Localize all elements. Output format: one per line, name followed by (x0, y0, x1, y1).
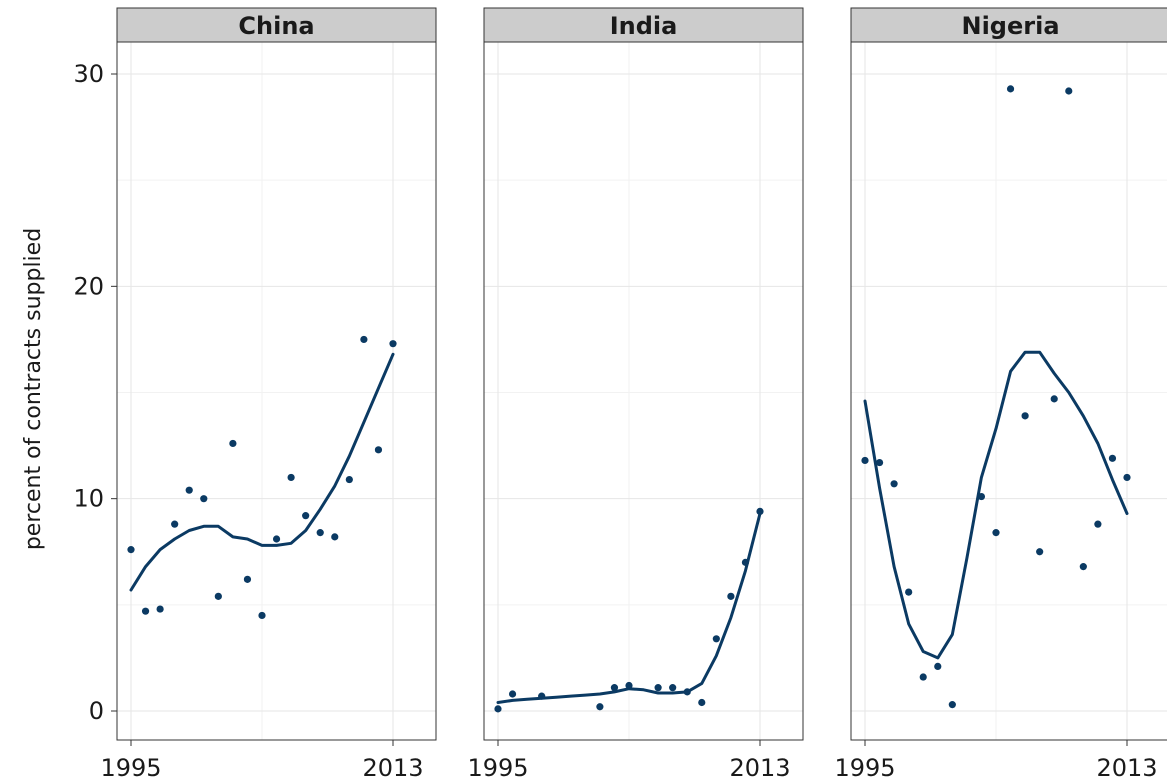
y-tick-label: 10 (73, 485, 104, 513)
data-point (992, 529, 1000, 537)
facet-panel-china: China 1995 2013 (100, 7, 437, 782)
data-point (756, 507, 764, 516)
data-point (331, 533, 339, 541)
data-point (610, 684, 619, 692)
panel-background (851, 42, 1167, 740)
facet-panel-india: India 1995 2013 (467, 7, 804, 782)
data-point (625, 681, 633, 690)
data-point (861, 456, 869, 465)
facet-strip-label: Nigeria (961, 12, 1059, 40)
data-point (374, 446, 383, 454)
data-point (127, 546, 135, 554)
smooth-trend-line (129, 352, 395, 592)
data-point (712, 635, 720, 643)
data-point (141, 607, 150, 615)
x-tick-label: 2013 (1096, 754, 1157, 782)
data-point (389, 340, 397, 348)
data-point (890, 480, 898, 488)
y-axis: 0 10 20 30 (73, 60, 117, 725)
x-tick-label: 1995 (467, 754, 528, 782)
data-point (1036, 548, 1044, 556)
data-point (508, 690, 517, 698)
data-point (875, 458, 884, 467)
facet-strip-label: China (238, 12, 314, 40)
data-point (287, 473, 295, 482)
data-point (1094, 520, 1102, 528)
facet-strip-label: India (610, 12, 678, 40)
data-point (1079, 563, 1087, 571)
y-tick-label: 20 (73, 272, 104, 300)
data-point (229, 439, 237, 448)
data-point (316, 529, 324, 537)
facet-strip (483, 7, 804, 43)
data-point (741, 558, 750, 566)
smooth-trend-line (863, 350, 1129, 660)
x-tick-label: 1995 (100, 754, 161, 782)
data-point (156, 605, 164, 613)
data-point (538, 692, 546, 700)
data-point (272, 535, 281, 543)
data-point (1050, 395, 1058, 403)
facet-panel-nigeria: Nigeria 1995 2013 (834, 7, 1167, 782)
data-point (302, 512, 310, 520)
data-point (654, 684, 662, 692)
facet-strip (850, 7, 1167, 43)
data-point (345, 475, 353, 484)
data-point (214, 592, 222, 600)
facet-strip (116, 7, 437, 43)
y-tick-label: 30 (73, 60, 104, 88)
data-point (258, 611, 266, 620)
data-point (243, 575, 252, 583)
data-point (683, 688, 691, 696)
y-axis-title: percent of contracts supplied (21, 228, 46, 550)
data-point (698, 698, 706, 707)
x-tick-label: 1995 (834, 754, 895, 782)
data-point (1108, 454, 1117, 462)
data-point (948, 701, 956, 709)
data-point (669, 684, 677, 692)
y-tick-label: 0 (89, 697, 104, 725)
data-point (919, 673, 927, 681)
data-point (1021, 412, 1029, 420)
x-tick-label: 2013 (729, 754, 790, 782)
data-point (934, 662, 942, 671)
data-point (360, 335, 368, 344)
data-point (977, 492, 986, 501)
data-point (185, 486, 193, 494)
panel-background (484, 42, 803, 740)
data-point (494, 705, 502, 713)
x-tick-label: 2013 (362, 754, 423, 782)
data-point (596, 703, 604, 711)
data-point (171, 520, 179, 528)
data-point (1006, 85, 1015, 93)
data-point (200, 495, 208, 503)
panel-background (117, 42, 436, 740)
data-point (727, 592, 735, 600)
data-point (905, 588, 913, 596)
data-point (1065, 87, 1073, 95)
data-point (1123, 473, 1131, 482)
